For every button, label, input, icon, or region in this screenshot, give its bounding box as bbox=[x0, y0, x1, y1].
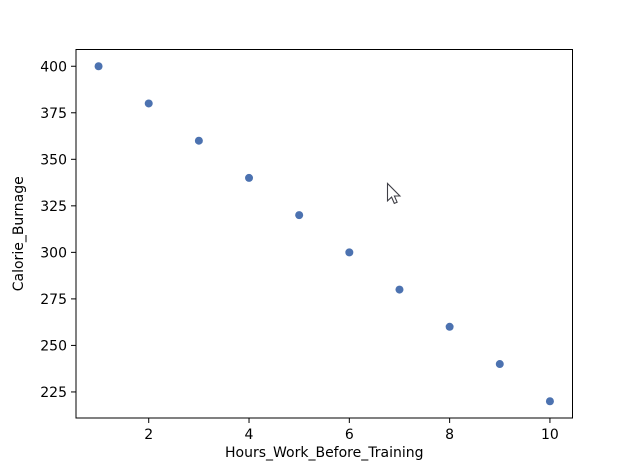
plot-frame bbox=[75, 49, 573, 419]
data-point bbox=[144, 99, 153, 108]
x-tick-label: 10 bbox=[541, 427, 559, 443]
plot-area: 2 4 6 8 10 225 250 275 300 325 350 375 400 bbox=[40, 49, 573, 443]
data-point bbox=[94, 62, 103, 71]
x-tick-label: 2 bbox=[144, 427, 153, 443]
arrow-cursor-glyph bbox=[386, 182, 402, 205]
data-point bbox=[395, 285, 404, 294]
x-axis-label: Hours_Work_Before_Training bbox=[225, 445, 423, 461]
y-tick-label: 350 bbox=[40, 152, 67, 168]
data-point bbox=[445, 322, 454, 331]
y-tick-label: 325 bbox=[40, 199, 67, 215]
y-tick-label: 375 bbox=[40, 106, 67, 122]
data-point bbox=[495, 360, 504, 369]
x-tick-label: 6 bbox=[345, 427, 354, 443]
data-point bbox=[194, 136, 203, 145]
y-tick-label: 225 bbox=[40, 385, 67, 401]
y-tick-label: 250 bbox=[40, 338, 67, 354]
y-axis-label: Calorie_Burnage bbox=[11, 176, 27, 291]
data-point bbox=[345, 248, 354, 257]
data-point bbox=[295, 211, 304, 220]
x-tick-label: 8 bbox=[445, 427, 454, 443]
y-tick-label: 300 bbox=[40, 245, 67, 261]
data-point bbox=[545, 397, 554, 406]
y-tick-label: 275 bbox=[40, 292, 67, 308]
y-tick-label: 400 bbox=[40, 59, 67, 75]
data-point bbox=[245, 173, 254, 182]
x-tick-label: 4 bbox=[245, 427, 254, 443]
mouse-cursor bbox=[386, 182, 402, 205]
